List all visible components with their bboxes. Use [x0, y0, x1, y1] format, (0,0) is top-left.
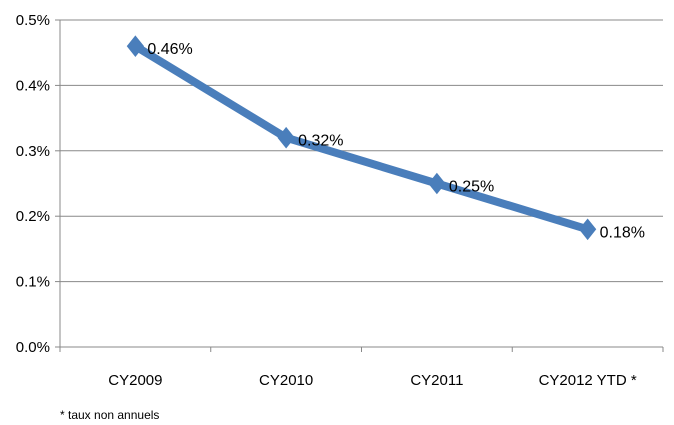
y-tick-label: 0.3% [16, 143, 50, 160]
data-point [126, 35, 145, 57]
x-tick-label: CY2012 YTD * [539, 372, 637, 389]
data-points [126, 35, 597, 241]
data-labels: 0.46% 0.32% 0.25% 0.18% [147, 41, 645, 241]
data-point [277, 126, 295, 149]
data-label: 0.46% [147, 41, 192, 58]
series-line [131, 42, 592, 234]
gridlines [60, 19, 663, 348]
data-point [428, 172, 446, 195]
x-tick-label: CY2009 [108, 372, 162, 389]
y-tick-label: 0.0% [16, 339, 50, 356]
data-label: 0.18% [600, 224, 645, 241]
y-axis: 0.0% 0.1% 0.2% 0.3% 0.4% 0.5% [16, 12, 61, 356]
data-label: 0.32% [298, 133, 343, 150]
y-tick-label: 0.5% [16, 12, 50, 29]
x-tick-label: CY2010 [259, 372, 313, 389]
data-label: 0.25% [449, 179, 494, 196]
y-tick-label: 0.1% [16, 274, 50, 291]
x-tick-label: CY2011 [410, 372, 463, 389]
y-tick-label: 0.4% [16, 77, 50, 94]
data-point [578, 218, 597, 241]
y-tick-label: 0.2% [16, 208, 50, 225]
footnote: * taux non annuels [60, 408, 159, 422]
series-line-path [131, 42, 592, 234]
x-axis: CY2009 CY2010 CY2011 CY2012 YTD * [59, 347, 664, 389]
